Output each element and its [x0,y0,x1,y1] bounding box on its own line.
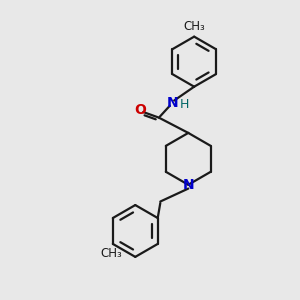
Text: N: N [182,178,194,192]
Text: O: O [134,103,146,117]
Text: H: H [180,98,189,111]
Text: N: N [166,97,178,110]
Text: CH₃: CH₃ [183,20,205,33]
Text: CH₃: CH₃ [100,248,122,260]
